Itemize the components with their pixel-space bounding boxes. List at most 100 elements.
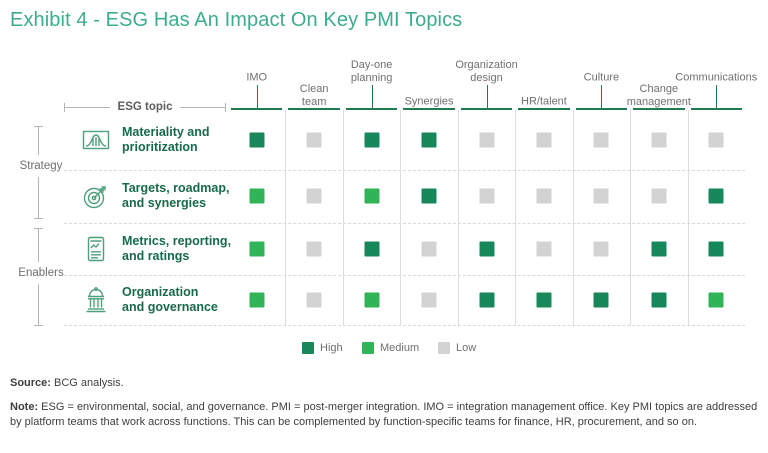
exhibit-title: Exhibit 4 - ESG Has An Impact On Key PMI… — [10, 9, 463, 31]
row-separator — [64, 325, 745, 326]
column-tick — [601, 85, 603, 109]
cell-change-management-low — [651, 132, 667, 148]
column-baseline — [633, 108, 685, 110]
column-tick — [256, 85, 258, 109]
legend-item-high: High — [302, 342, 343, 354]
row-separator — [64, 170, 745, 171]
column-header-culture: Culture — [583, 71, 620, 84]
cell-clean-team-low — [306, 188, 322, 204]
cell-organization-design-high — [479, 292, 494, 308]
column-baseline — [690, 108, 742, 110]
column-separator — [687, 110, 689, 325]
column-tick — [371, 85, 373, 109]
legend-swatch-high — [302, 342, 314, 354]
cell-synergies-high — [421, 188, 437, 204]
note-label: Note: — [10, 401, 39, 413]
legend-item-medium: Medium — [362, 342, 419, 354]
column-baseline — [403, 108, 455, 110]
group-bracket-line — [38, 284, 39, 325]
cell-imo-medium — [249, 241, 265, 257]
column-header-day-one-planning: Day-one planning — [350, 59, 393, 84]
group-bracket-cap — [34, 325, 43, 326]
cell-clean-team-low — [306, 132, 322, 148]
row-separator — [64, 223, 745, 224]
cell-day-one-planning-medium — [364, 292, 380, 308]
cell-synergies-low — [421, 241, 437, 257]
column-baseline — [460, 108, 513, 110]
column-baseline — [288, 108, 340, 110]
group-bracket-line — [38, 126, 39, 155]
legend-item-low: Low — [438, 342, 476, 354]
cell-change-management-high — [651, 292, 667, 308]
group-label-strategy: Strategy — [19, 160, 63, 172]
column-tick — [486, 85, 488, 109]
cell-change-management-high — [651, 241, 667, 257]
target-arrow-icon — [80, 180, 112, 212]
group-bracket-cap — [34, 228, 43, 229]
group-bracket-line — [38, 228, 39, 262]
cell-hr-talent-low — [536, 241, 552, 257]
cell-communications-medium — [708, 292, 724, 308]
cell-clean-team-low — [306, 292, 322, 308]
column-separator — [342, 110, 344, 325]
cell-clean-team-low — [306, 241, 322, 257]
cell-communications-high — [708, 188, 724, 204]
legend-label: Low — [456, 342, 477, 354]
column-separator — [285, 110, 287, 325]
cell-culture-low — [593, 241, 609, 257]
esg-topic-axis: ESG topic — [64, 99, 227, 115]
legend-label: High — [320, 342, 343, 354]
column-separator — [515, 110, 517, 325]
cell-hr-talent-low — [536, 132, 552, 148]
bracket-cap-left — [64, 102, 65, 112]
group-bracket-cap — [34, 218, 43, 219]
source-line: Source: BCG analysis. — [10, 377, 124, 389]
bracket-line — [65, 106, 110, 108]
cell-imo-medium — [249, 188, 265, 204]
government-building-icon — [80, 284, 112, 316]
report-chart-icon — [80, 233, 112, 265]
column-separator — [630, 110, 632, 325]
cell-culture-low — [593, 132, 609, 148]
group-bracket-line — [38, 177, 39, 218]
note-text: ESG = environmental, social, and governa… — [10, 401, 758, 428]
cell-imo-high — [249, 132, 265, 148]
bracket-line — [180, 106, 226, 108]
cell-organization-design-low — [479, 188, 494, 204]
row-label-materiality-and-prioritization: Materiality and prioritization — [122, 125, 210, 154]
column-header-change-management: Change management — [626, 83, 691, 108]
column-header-clean-team: Clean team — [299, 83, 329, 108]
group-label-enablers: Enablers — [18, 267, 64, 279]
cell-organization-design-low — [479, 132, 494, 148]
column-baseline — [345, 108, 398, 110]
cell-day-one-planning-high — [364, 132, 380, 148]
row-label-organization-and-governance: Organization and governance — [122, 285, 218, 314]
cell-culture-high — [593, 292, 609, 308]
column-separator — [572, 110, 574, 325]
legend-label: Medium — [380, 342, 420, 354]
column-separator — [457, 110, 459, 325]
bell-curve-chart-icon — [80, 124, 112, 156]
bracket-cap-right — [225, 102, 227, 112]
cell-imo-medium — [249, 292, 265, 308]
row-label-metrics-reporting-and-ratings: Metrics, reporting, and ratings — [122, 234, 232, 263]
cell-culture-low — [593, 188, 609, 204]
cell-communications-high — [708, 241, 724, 257]
legend-swatch-low — [438, 342, 450, 354]
cell-day-one-planning-high — [364, 241, 380, 257]
cell-day-one-planning-medium — [364, 188, 380, 204]
cell-organization-design-high — [479, 241, 494, 257]
cell-hr-talent-high — [536, 292, 552, 308]
cell-communications-low — [708, 132, 724, 148]
column-tick — [716, 85, 718, 109]
cell-synergies-high — [421, 132, 437, 148]
legend-swatch-medium — [362, 342, 374, 354]
source-text: BCG analysis. — [54, 377, 124, 389]
cell-synergies-low — [421, 292, 437, 308]
cell-change-management-low — [651, 188, 667, 204]
column-header-hr-talent: HR/talent — [521, 95, 567, 108]
column-header-organization-design: Organization design — [455, 59, 518, 84]
row-separator — [64, 275, 745, 276]
column-header-imo: IMO — [246, 71, 268, 84]
